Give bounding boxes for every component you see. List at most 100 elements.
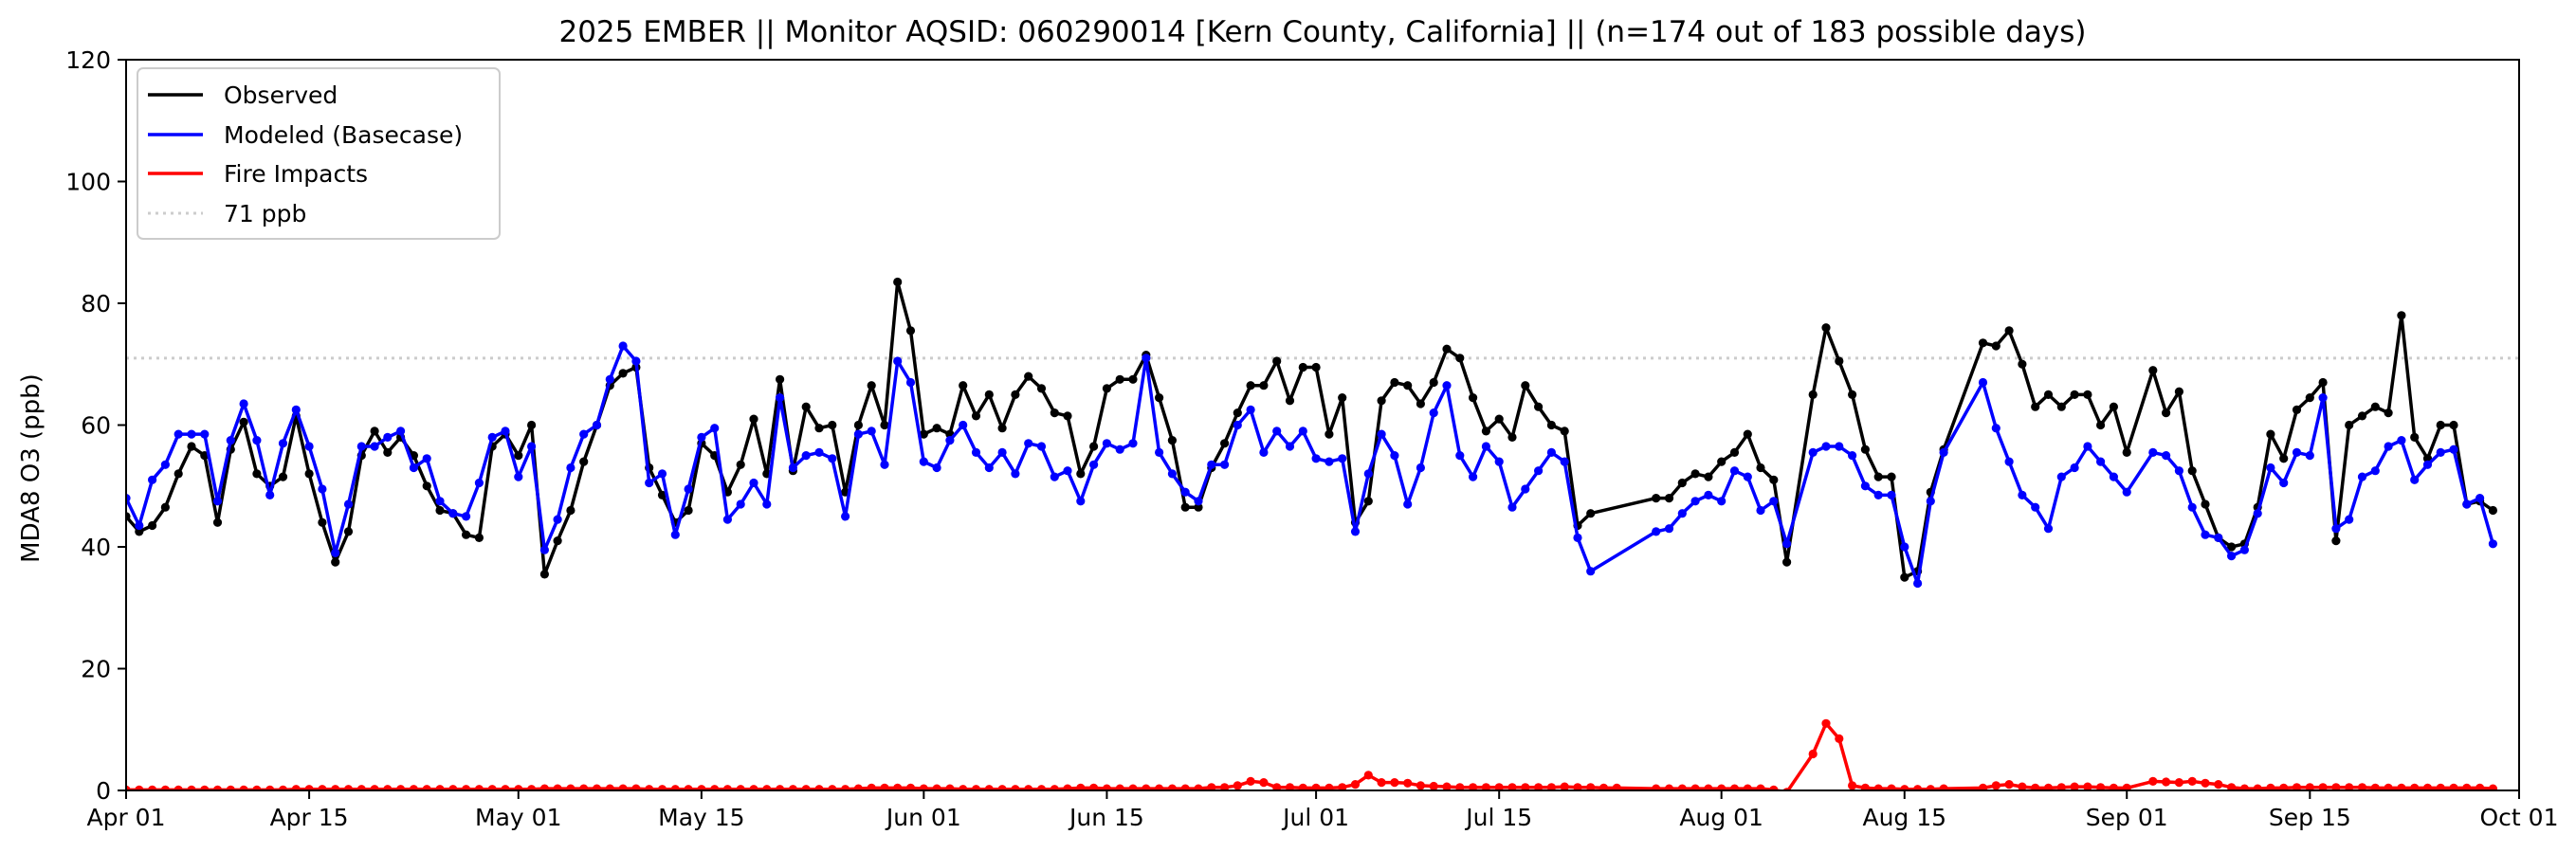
data-point (893, 277, 903, 287)
data-point (1429, 408, 1438, 418)
data-point (1860, 481, 1870, 491)
data-point (2096, 457, 2106, 466)
data-point (2331, 783, 2341, 790)
data-point (1259, 447, 1269, 457)
data-point (1298, 783, 1307, 790)
data-point (1259, 381, 1269, 390)
data-point (422, 454, 431, 463)
series-line (126, 721, 2494, 790)
data-point (1338, 454, 1347, 463)
data-point (1900, 785, 1909, 790)
data-point (776, 785, 785, 790)
data-point (932, 463, 941, 473)
y-tick-label: 80 (81, 290, 111, 318)
data-point (932, 784, 941, 790)
data-point (1285, 396, 1295, 406)
data-point (2318, 377, 2328, 388)
data-point (880, 420, 889, 430)
series-line (126, 280, 2494, 579)
data-point (853, 420, 864, 430)
data-point (2083, 442, 2092, 451)
data-point (749, 478, 758, 488)
data-point (959, 420, 968, 430)
data-point (618, 341, 628, 351)
data-point (1194, 784, 1203, 790)
data-point (252, 436, 262, 445)
data-point (1534, 466, 1544, 476)
data-point (2031, 783, 2040, 790)
data-point (1220, 460, 1230, 469)
data-point (2056, 783, 2066, 790)
data-point (2292, 783, 2302, 790)
data-point (722, 785, 732, 790)
data-point (435, 505, 445, 516)
data-point (945, 784, 955, 790)
legend-label-modeled: Modeled (Basecase) (224, 121, 463, 149)
data-point (1455, 354, 1465, 363)
data-point (828, 785, 837, 790)
data-point (1717, 784, 1726, 790)
data-point (1390, 377, 1399, 388)
data-point (2083, 390, 2092, 399)
data-point (1036, 384, 1047, 393)
data-point (1808, 749, 1818, 759)
data-point (1652, 784, 1661, 790)
data-point (2214, 780, 2223, 789)
data-point (710, 785, 720, 790)
data-point (1808, 390, 1818, 399)
data-point (2227, 542, 2237, 552)
data-point (2345, 515, 2354, 524)
data-point (304, 469, 314, 479)
data-point (448, 785, 458, 790)
data-point (1521, 783, 1530, 790)
data-point (710, 424, 720, 433)
data-point (1481, 426, 1490, 436)
data-point (383, 447, 393, 457)
data-point (2253, 784, 2262, 790)
data-point (1050, 408, 1059, 418)
data-point (1259, 778, 1269, 788)
data-point (893, 356, 903, 366)
legend-label-threshold: 71 ppb (224, 200, 306, 227)
data-point (148, 785, 157, 790)
data-point (487, 785, 497, 790)
data-point (2345, 420, 2354, 430)
data-point (2370, 466, 2380, 476)
data-point (370, 426, 379, 436)
data-point (1363, 497, 1373, 506)
data-point (212, 497, 223, 506)
data-point (1546, 783, 1556, 790)
data-point (841, 785, 850, 790)
data-point (1769, 785, 1779, 790)
data-point (1102, 439, 1111, 448)
data-point (1102, 384, 1111, 393)
data-point (1652, 527, 1661, 536)
x-tick-label: Aug 01 (1679, 804, 1763, 831)
data-point (1756, 784, 1765, 790)
data-point (801, 402, 811, 411)
data-point (1403, 778, 1413, 788)
data-point (356, 442, 366, 451)
data-point (2436, 783, 2445, 790)
data-point (1521, 381, 1530, 390)
data-point (318, 484, 327, 494)
data-point (697, 785, 706, 790)
series-layer (126, 277, 2497, 790)
data-point (1233, 420, 1242, 430)
data-point (1311, 362, 1321, 372)
data-point (343, 499, 354, 509)
data-point (2070, 390, 2079, 399)
data-point (880, 460, 889, 469)
data-point (1507, 432, 1517, 442)
data-point (1076, 497, 1086, 506)
data-point (1246, 405, 1255, 414)
data-point (1024, 372, 1033, 381)
data-point (959, 381, 968, 390)
data-point (2279, 478, 2289, 488)
data-point (1690, 784, 1700, 790)
data-point (762, 499, 772, 509)
data-point (1036, 785, 1047, 790)
data-point (853, 429, 864, 439)
data-point (148, 475, 157, 484)
data-point (1089, 442, 1099, 451)
